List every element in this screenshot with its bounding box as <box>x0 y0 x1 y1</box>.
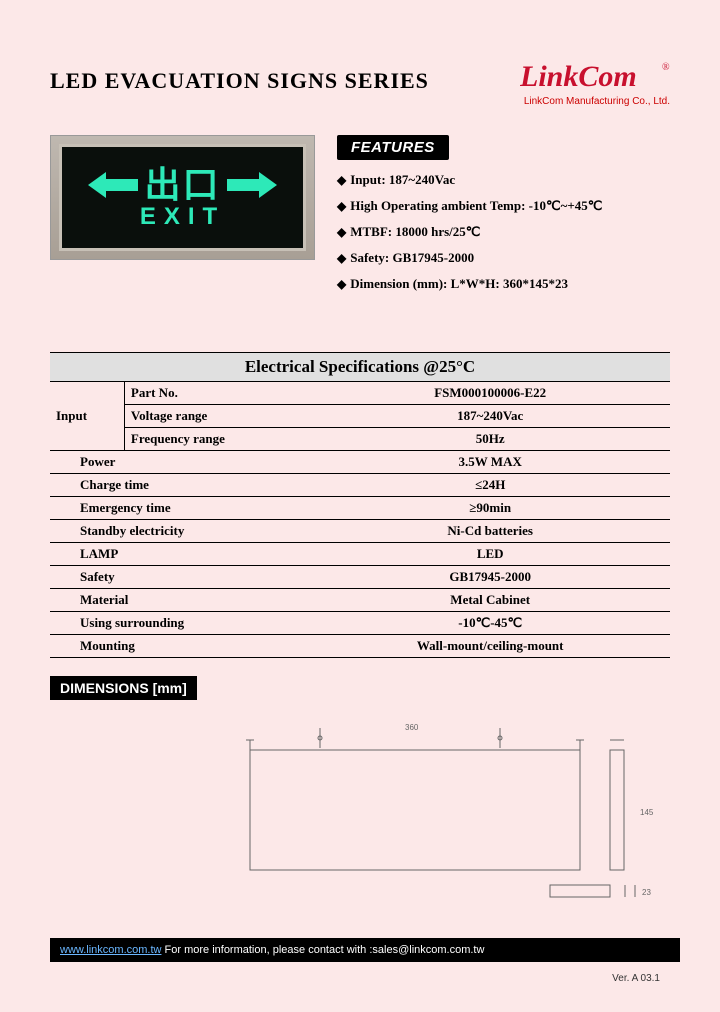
spec-row-value: FSM000100006-E22 <box>310 382 670 405</box>
feature-item: ◆Input: 187~240Vac <box>337 172 670 188</box>
exit-sign-panel: 出口 EXIT <box>59 144 306 251</box>
spec-row-value: Wall-mount/ceiling-mount <box>310 635 670 658</box>
spec-table: Electrical Specifications @25°C Input Pa… <box>50 352 670 658</box>
spec-row-label: Charge time <box>50 474 310 497</box>
logo-subtitle: LinkCom Manufacturing Co., Ltd. <box>520 96 670 107</box>
spec-row-label: Voltage range <box>124 405 310 428</box>
dim-label-360: 360 <box>405 723 419 732</box>
spec-row-value: ≤24H <box>310 474 670 497</box>
page-title: LED EVACUATION SIGNS SERIES <box>50 68 429 94</box>
features-heading: FEATURES <box>337 135 449 160</box>
feature-item: ◆Dimension (mm): L*W*H: 360*145*23 <box>337 276 670 292</box>
spec-row-value: 187~240Vac <box>310 405 670 428</box>
spec-row-value: ≥90min <box>310 497 670 520</box>
spec-row-label: Part No. <box>124 382 310 405</box>
spec-row-value: 3.5W MAX <box>310 451 670 474</box>
logo-text: LinkCom <box>520 60 637 93</box>
version-label: Ver. A 03.1 <box>612 973 660 984</box>
spec-row-label: Safety <box>50 566 310 589</box>
footer-url-link[interactable]: www.linkcom.com.tw <box>60 944 161 956</box>
spec-table-title: Electrical Specifications @25°C <box>50 353 670 382</box>
footer-email: sales@linkcom.com.tw <box>372 944 484 956</box>
spec-row-value: Ni-Cd batteries <box>310 520 670 543</box>
dim-label-23: 23 <box>642 888 651 897</box>
spec-row-value: LED <box>310 543 670 566</box>
dimensions-heading: DIMENSIONS [mm] <box>50 676 197 700</box>
feature-item: ◆Safety: GB17945-2000 <box>337 250 670 266</box>
arrow-right-icon <box>227 170 277 200</box>
spec-row-label: Standby electricity <box>50 520 310 543</box>
product-photo: 出口 EXIT <box>50 135 315 260</box>
arrow-left-icon <box>88 170 138 200</box>
dim-label-145: 145 <box>640 808 654 817</box>
spec-row-label: Emergency time <box>50 497 310 520</box>
spec-row-value: -10℃-45℃ <box>310 612 670 635</box>
spec-row-label: Using surrounding <box>50 612 310 635</box>
sign-cjk-text: 出口 <box>144 167 220 203</box>
sign-exit-text: EXIT <box>140 205 225 229</box>
spec-row-label: LAMP <box>50 543 310 566</box>
footer-bar: www.linkcom.com.tw For more information,… <box>50 938 680 962</box>
feature-item: ◆MTBF: 18000 hrs/25℃ <box>337 224 670 240</box>
spec-row-value: GB17945-2000 <box>310 566 670 589</box>
feature-item: ◆High Operating ambient Temp: -10℃~+45℃ <box>337 198 670 214</box>
features-list: ◆Input: 187~240Vac ◆High Operating ambie… <box>337 172 670 292</box>
spec-row-label: Material <box>50 589 310 612</box>
spec-row-label: Power <box>50 451 310 474</box>
spec-input-group: Input <box>50 382 124 451</box>
spec-row-value: Metal Cabinet <box>310 589 670 612</box>
footer-contact-text: For more information, please contact wit… <box>161 944 372 956</box>
spec-row-label: Mounting <box>50 635 310 658</box>
company-logo: LinkCom ® LinkCom Manufacturing Co., Ltd… <box>520 60 670 107</box>
dimensions-drawing: 360 145 23 <box>230 720 670 915</box>
spec-row-label: Frequency range <box>124 428 310 451</box>
spec-row-value: 50Hz <box>310 428 670 451</box>
svg-text:®: ® <box>662 62 670 73</box>
